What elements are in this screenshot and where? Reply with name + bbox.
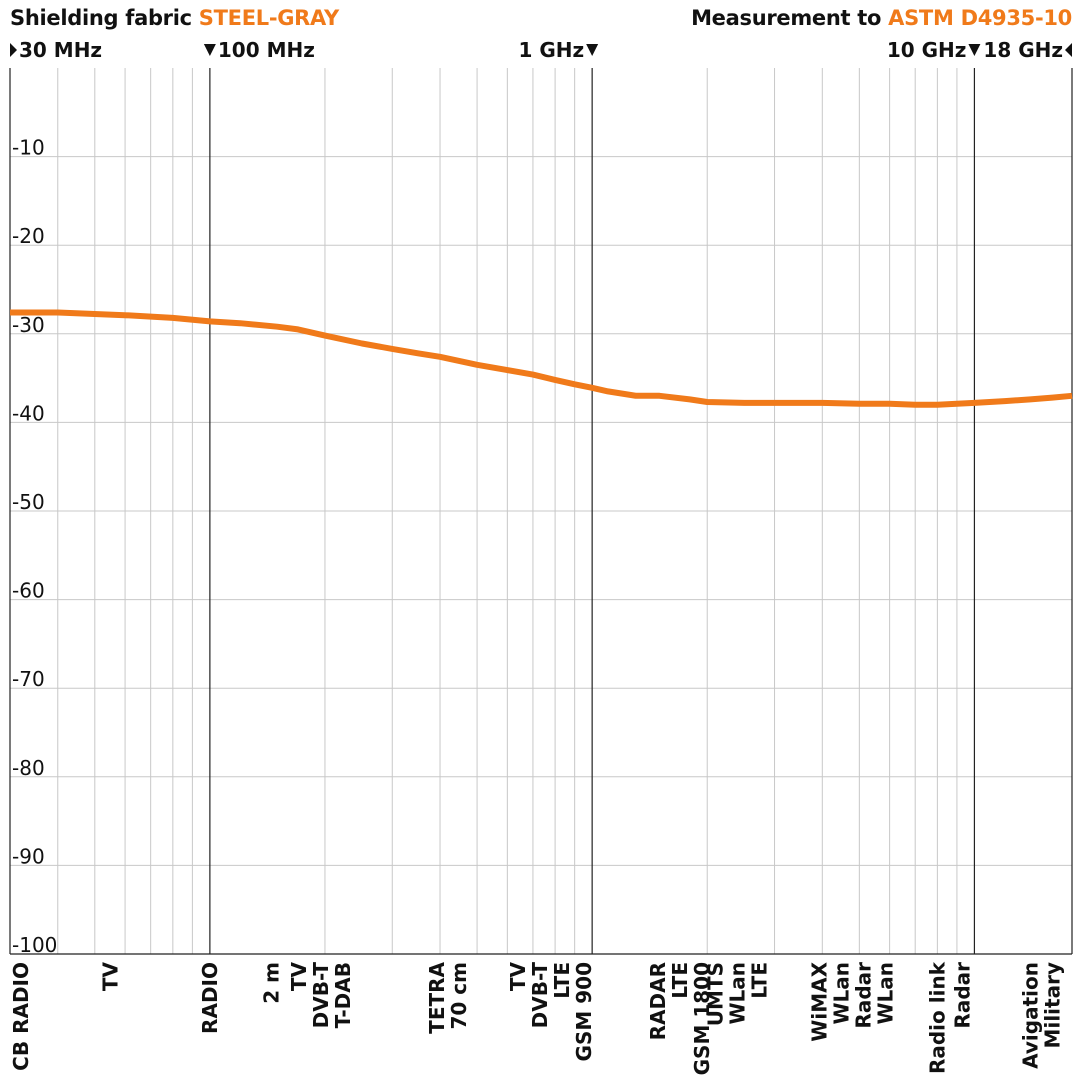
y-tick-label: -40 (12, 401, 45, 425)
y-tick-labels: -10 -20 -30 -40 -50 -60 -70 -80 -90 -100 (12, 136, 57, 957)
band-label-line: GSM 900 (572, 962, 596, 1061)
marker-label: 100 MHz (218, 38, 315, 62)
y-tick-label: -70 (12, 667, 45, 691)
y-tick-label: -80 (12, 756, 45, 780)
band-label-line: WLan (725, 962, 749, 1025)
title-left-accent: STEEL-GRAY (198, 6, 339, 30)
y-tick-label: -90 (12, 844, 45, 868)
band-label: RADIO (198, 962, 222, 1034)
frequency-marker: 30 MHz (10, 38, 102, 62)
band-label-line: Military (1041, 962, 1065, 1048)
band-label-line: RADAR (646, 962, 670, 1040)
data-series (10, 309, 1073, 408)
title-right-accent: ASTM D4935-10 (888, 6, 1072, 30)
band-label-line: TETRA (425, 961, 449, 1033)
band-label-line: CB RADIO (9, 962, 33, 1071)
band-label: CB RADIO (9, 962, 33, 1071)
marker-label: 10 GHz (887, 38, 967, 62)
band-label-line: LTE (747, 962, 771, 999)
band-label-line: DVB-T (528, 962, 552, 1029)
marker-arrow-icon (1065, 43, 1072, 57)
band-label-line: GSM 1800 (690, 962, 714, 1075)
band-label-line: WLan (874, 962, 898, 1025)
marker-label: 1 GHz (518, 38, 584, 62)
band-label-line: RADIO (198, 962, 222, 1034)
y-tick-label: -10 (12, 136, 45, 160)
band-label-line: TV (99, 961, 123, 991)
band-label-line: 2 m (260, 962, 284, 1004)
marker-label: 30 MHz (19, 38, 102, 62)
marker-label: 18 GHz (983, 38, 1063, 62)
band-label-line: 70 cm (447, 962, 471, 1030)
band-label-line: DVB-T (309, 962, 333, 1029)
band-label: Radar (950, 962, 974, 1029)
grid-layer (10, 68, 1072, 954)
marker-arrow-icon (968, 44, 981, 56)
y-tick-label: -20 (12, 224, 45, 248)
frequency-marker: 10 GHz (887, 38, 981, 62)
y-tick-label: -50 (12, 490, 45, 514)
band-label-line: UMTS (703, 962, 727, 1026)
y-tick-label: -60 (12, 579, 45, 603)
frequency-marker: 100 MHz (203, 38, 315, 62)
band-label: TV (99, 961, 123, 991)
marker-arrow-icon (10, 43, 17, 57)
band-label-line: TV (287, 961, 311, 991)
band-label-line: WiMAX (808, 961, 832, 1041)
band-label-line: Radio link (925, 961, 949, 1074)
attenuation-line (10, 309, 1073, 408)
band-label-line: T-DAB (331, 962, 355, 1028)
band-label-line: TV (506, 961, 530, 991)
marker-arrow-icon (586, 44, 599, 56)
chart-title-right: Measurement to ASTM D4935-10 (691, 6, 1072, 30)
title-left-prefix: Shielding fabric (10, 6, 192, 30)
band-label-line: Radar (852, 962, 876, 1029)
marker-arrow-icon (203, 44, 216, 56)
y-tick-label: -30 (12, 313, 45, 337)
plot-border (9, 68, 1073, 955)
band-label-line: LTE (550, 962, 574, 999)
y-tick-label: -100 (12, 933, 57, 957)
band-label-line: LTE (668, 962, 692, 999)
band-label-line: Radar (950, 962, 974, 1029)
title-right-prefix: Measurement to (691, 6, 882, 30)
band-label-line: Avigation (1019, 962, 1043, 1069)
frequency-markers: 30 MHz 100 MHz 1 GHz 10 GHz 18 GHz (10, 38, 1072, 62)
frequency-marker: 1 GHz (518, 38, 599, 62)
band-label: Radio link (925, 961, 949, 1074)
band-label-line: WLan (830, 962, 854, 1025)
chart-title-left: Shielding fabric STEEL-GRAY (10, 6, 339, 30)
band-label: 2 m (260, 962, 284, 1004)
frequency-marker: 18 GHz (983, 38, 1072, 62)
